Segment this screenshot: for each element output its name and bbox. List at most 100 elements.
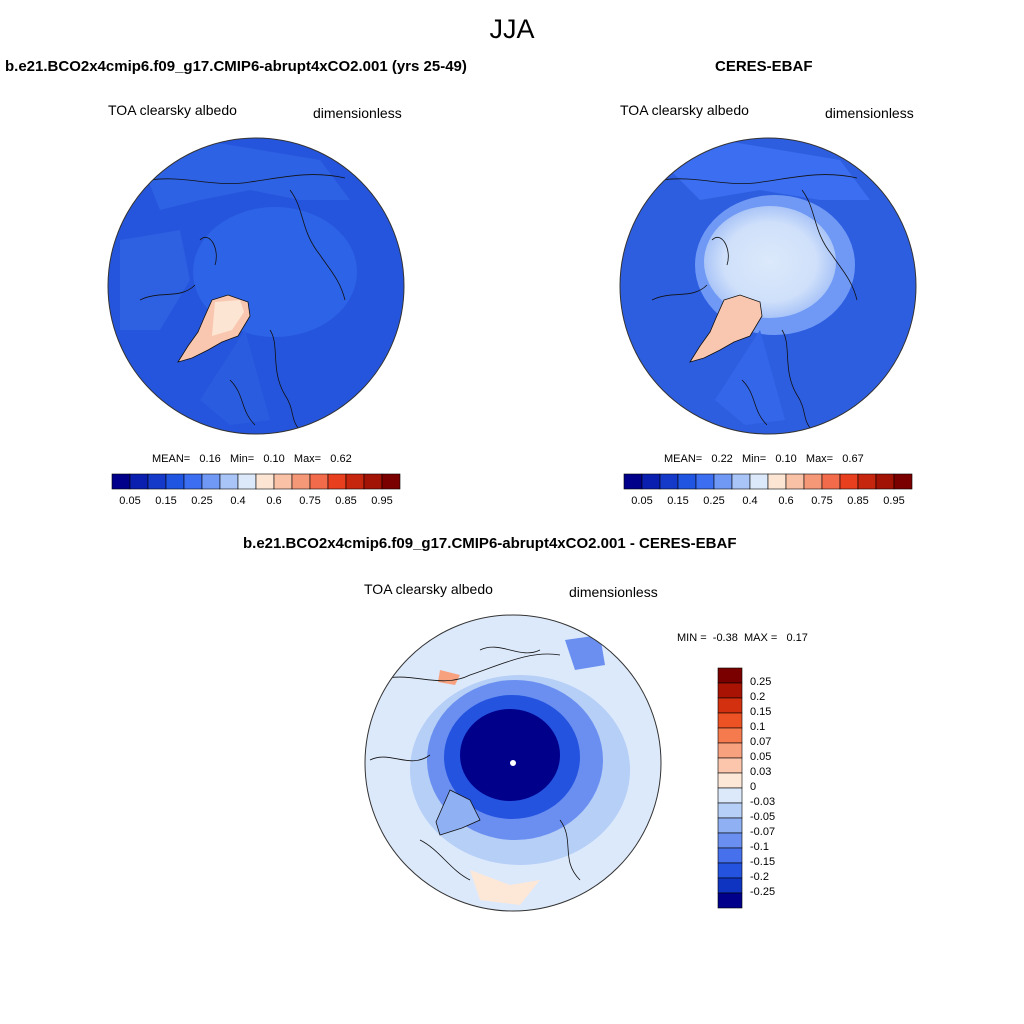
min-value: 0.10 bbox=[263, 453, 285, 465]
colorbar-swatch bbox=[659, 473, 679, 490]
colorbar-swatch bbox=[731, 473, 751, 490]
colorbar-swatch bbox=[821, 473, 841, 490]
colorbar-tick-label: 0.07 bbox=[750, 736, 772, 748]
map-diff-core bbox=[460, 709, 560, 801]
max-label: MAX = bbox=[743, 632, 778, 644]
colorbar-tick-label: 0.85 bbox=[847, 495, 869, 507]
panel-left-stats: MEAN= 0.16 Min= 0.10 Max= 0.62 bbox=[152, 453, 352, 465]
map-diff-asia-patch bbox=[565, 635, 605, 670]
mean-value: 0.22 bbox=[711, 453, 733, 465]
figure-title: JJA bbox=[489, 14, 535, 44]
colorbar-swatch bbox=[147, 473, 167, 490]
mean-label: MEAN= bbox=[152, 453, 191, 465]
colorbar-swatch bbox=[201, 473, 221, 490]
colorbar-tick-label: 0.6 bbox=[778, 495, 794, 507]
map-right-coastlines bbox=[651, 174, 858, 431]
colorbar-swatch bbox=[641, 473, 661, 490]
colorbar-swatch bbox=[309, 473, 329, 490]
colorbar-swatch bbox=[129, 473, 149, 490]
colorbar-tick-label: -0.15 bbox=[750, 856, 776, 868]
map-right-greenland bbox=[689, 294, 763, 363]
colorbar-swatch bbox=[677, 473, 697, 490]
colorbar-tick-label: 0.25 bbox=[191, 495, 213, 507]
colorbar-swatch bbox=[623, 473, 643, 490]
diff-minmax: MIN = -0.38 MAX = 0.17 bbox=[677, 632, 808, 644]
colorbar-swatch bbox=[717, 727, 743, 744]
colorbar-tick-label: 0.95 bbox=[883, 495, 905, 507]
panel-right-title: CERES-EBAF bbox=[715, 58, 813, 75]
min-label: Min= bbox=[741, 453, 767, 465]
colorbar-swatch bbox=[767, 473, 787, 490]
max-label: Max= bbox=[805, 453, 834, 465]
colorbar-swatch bbox=[717, 697, 743, 714]
map-left-border bbox=[107, 137, 405, 435]
colorbar-swatch bbox=[785, 473, 805, 490]
max-label: Max= bbox=[293, 453, 322, 465]
panel-right-units-label: dimensionless bbox=[825, 105, 914, 121]
colorbar-tick-label: 0.15 bbox=[750, 706, 772, 718]
map-left-canada bbox=[200, 330, 270, 425]
map-left-greenland-core bbox=[212, 300, 244, 336]
colorbar-swatch bbox=[237, 473, 257, 490]
map-diff-warm-spot bbox=[438, 670, 460, 685]
map-left-eurasia bbox=[140, 140, 350, 210]
colorbar-tick-label: -0.05 bbox=[750, 811, 776, 823]
colorbar-swatch bbox=[717, 682, 743, 699]
colorbar-swatch bbox=[857, 473, 877, 490]
colorbar-tick-label: 0.75 bbox=[811, 495, 833, 507]
colorbar-swatch bbox=[345, 473, 365, 490]
colorbar-swatch bbox=[717, 862, 743, 879]
colorbar-swatch bbox=[875, 473, 895, 490]
colorbar-swatch bbox=[165, 473, 185, 490]
min-label: Min= bbox=[229, 453, 255, 465]
colorbar-tick-label: 0.15 bbox=[667, 495, 689, 507]
min-value: -0.38 bbox=[712, 632, 738, 644]
map-right-canada bbox=[715, 330, 785, 425]
colorbar-swatch bbox=[327, 473, 347, 490]
panel-right-variable-label: TOA clearsky albedo bbox=[620, 102, 749, 118]
colorbar-tick-label: 0.05 bbox=[631, 495, 653, 507]
panel-left-variable-label: TOA clearsky albedo bbox=[108, 102, 237, 118]
max-value: 0.67 bbox=[842, 453, 864, 465]
colorbar-swatch bbox=[717, 802, 743, 819]
diff-units-label: dimensionless bbox=[569, 584, 658, 600]
colorbar-swatch bbox=[839, 473, 859, 490]
colorbar-swatch bbox=[717, 877, 743, 894]
map-diff-pole bbox=[510, 760, 516, 766]
colorbar-swatch bbox=[717, 712, 743, 729]
colorbar-tick-label: 0.85 bbox=[335, 495, 357, 507]
max-value: 0.17 bbox=[786, 632, 808, 644]
colorbar-swatch bbox=[219, 473, 239, 490]
colorbar-swatch bbox=[255, 473, 275, 490]
colorbar-swatch bbox=[717, 832, 743, 849]
map-diff-southern-patch bbox=[470, 870, 540, 905]
map-right-eurasia bbox=[660, 140, 870, 200]
colorbar-swatch bbox=[111, 473, 131, 490]
colorbar-left bbox=[111, 473, 401, 490]
colorbar-tick-label: 0.15 bbox=[155, 495, 177, 507]
colorbar-tick-label: 0.6 bbox=[266, 495, 282, 507]
colorbar-tick-label: 0.05 bbox=[119, 495, 141, 507]
colorbar-swatch bbox=[381, 473, 401, 490]
diff-title: b.e21.BCO2x4cmip6.f09_g17.CMIP6-abrupt4x… bbox=[243, 535, 737, 552]
map-right bbox=[620, 138, 916, 434]
colorbar-tick-label: -0.03 bbox=[750, 796, 776, 808]
colorbar-swatch bbox=[713, 473, 733, 490]
min-label: MIN = bbox=[677, 632, 707, 644]
min-value: 0.10 bbox=[775, 453, 797, 465]
map-diff bbox=[365, 615, 661, 911]
colorbar-swatch bbox=[717, 742, 743, 759]
colorbar-swatch bbox=[717, 757, 743, 774]
colorbar-swatch bbox=[803, 473, 823, 490]
colorbar-tick-label: -0.2 bbox=[750, 871, 769, 883]
colorbar-tick-label: 0.05 bbox=[750, 751, 772, 763]
colorbar-tick-label: 0 bbox=[750, 781, 757, 793]
colorbar-tick-label: -0.1 bbox=[750, 841, 769, 853]
colorbar-swatch bbox=[273, 473, 293, 490]
colorbar-swatch bbox=[695, 473, 715, 490]
colorbar-swatch bbox=[183, 473, 203, 490]
colorbar-swatch bbox=[893, 473, 913, 490]
colorbar-swatch bbox=[717, 667, 743, 684]
colorbar-swatch bbox=[717, 817, 743, 834]
